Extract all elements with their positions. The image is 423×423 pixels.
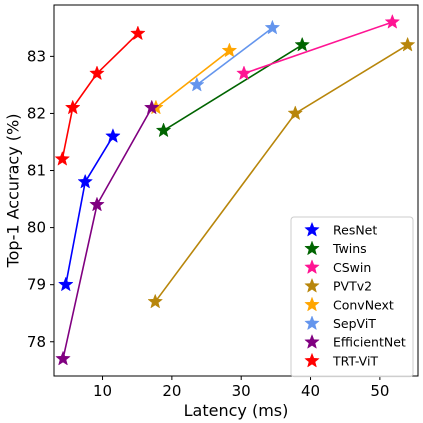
legend-marker-efficientnet (304, 334, 320, 349)
y-tick-label: 83 (27, 47, 46, 65)
legend-label-resnet: ResNet (333, 223, 377, 238)
y-axis-label: Top-1 Accuracy (%) (4, 114, 23, 269)
legend-item-sepvit: SepViT (304, 315, 376, 331)
legend-marker-sepvit (304, 315, 320, 331)
series-line-cswin (243, 21, 393, 75)
y-tick-label: 81 (27, 162, 46, 180)
legend-label-twins: Twins (332, 241, 367, 256)
legend: ResNet Twins CSwin PVTv2 ConvNext SepViT Effic… (290, 216, 414, 378)
data-point-pvtv2-2 (287, 105, 304, 121)
data-point-efficientnet-2 (89, 196, 105, 212)
y-tick-label: 82 (27, 104, 46, 122)
x-tick-label: 10 (93, 382, 112, 400)
series-cswin (236, 13, 401, 81)
legend-box (290, 216, 414, 378)
legend-item-efficientnet: EfficientNet (304, 334, 406, 350)
legend-label-sepvit: SepViT (333, 316, 376, 331)
legend-item-pvtv2: PVTv2 (304, 277, 372, 294)
series-twins (155, 36, 311, 138)
data-point-efficientnet-3 (143, 99, 160, 115)
series-sepvit (189, 19, 281, 92)
data-point-resnet-1 (57, 276, 74, 292)
data-point-pvtv2-1 (147, 293, 164, 309)
legend-label-cswin: CSwin (333, 260, 371, 275)
data-point-trt-vit-1 (54, 150, 71, 166)
legend-marker-twins (304, 240, 320, 256)
legend-marker-resnet (304, 221, 320, 237)
series-line-trt-vit (61, 32, 139, 160)
data-point-pvtv2-3 (399, 36, 416, 52)
legend-label-convnext: ConvNext (333, 297, 394, 312)
series-line-twins (163, 44, 303, 132)
series-line-sepvit (196, 27, 273, 86)
data-point-efficientnet-1 (55, 350, 71, 366)
series-trt-vit (54, 25, 146, 166)
y-tick-label: 78 (27, 333, 46, 351)
series-line-resnet (65, 135, 114, 285)
legend-item-cswin: CSwin (304, 259, 371, 275)
axes: 10 20 30 40 50 78 79 80 81 82 83 (27, 4, 419, 400)
plot-area (54, 13, 416, 366)
x-tick-label: 40 (301, 382, 320, 400)
series-pvtv2 (147, 36, 416, 309)
data-point-sepvit-1 (189, 76, 205, 92)
legend-label-trt-vit: TRT-ViT (332, 353, 378, 368)
y-tick-label: 80 (27, 219, 46, 237)
legend-item-convnext: ConvNext (304, 296, 394, 312)
data-point-cswin-1 (236, 65, 252, 81)
series-efficientnet (55, 99, 160, 366)
legend-marker-cswin (304, 259, 320, 275)
data-point-trt-vit-2 (64, 99, 81, 115)
legend-label-efficientnet: EfficientNet (333, 335, 406, 350)
data-point-twins-2 (294, 36, 311, 52)
data-point-sepvit-2 (264, 19, 281, 35)
x-tick-label: 20 (162, 382, 181, 400)
data-point-convnext-2 (221, 42, 238, 58)
data-point-resnet-2 (77, 173, 93, 189)
legend-label-pvtv2: PVTv2 (333, 279, 372, 294)
data-point-trt-vit-3 (89, 65, 105, 81)
legend-marker-pvtv2 (304, 277, 320, 293)
legend-marker-convnext (304, 296, 320, 312)
legend-item-trt-vit: TRT-ViT (304, 352, 378, 368)
x-axis-label: Latency (ms) (184, 401, 289, 420)
data-point-trt-vit-4 (130, 25, 146, 41)
legend-item-twins: Twins (304, 240, 367, 256)
data-point-cswin-2 (384, 13, 401, 29)
y-tick-label: 79 (27, 276, 46, 294)
data-point-resnet-3 (105, 128, 121, 143)
data-point-twins-1 (155, 122, 172, 138)
legend-marker-trt-vit (304, 352, 320, 368)
series-convnext (148, 42, 238, 115)
series-line-convnext (155, 50, 230, 109)
plot-frame (53, 4, 419, 377)
x-tick-label: 50 (370, 382, 389, 400)
x-tick-label: 30 (232, 382, 251, 400)
series-resnet (57, 128, 121, 292)
legend-item-resnet: ResNet (304, 221, 377, 238)
